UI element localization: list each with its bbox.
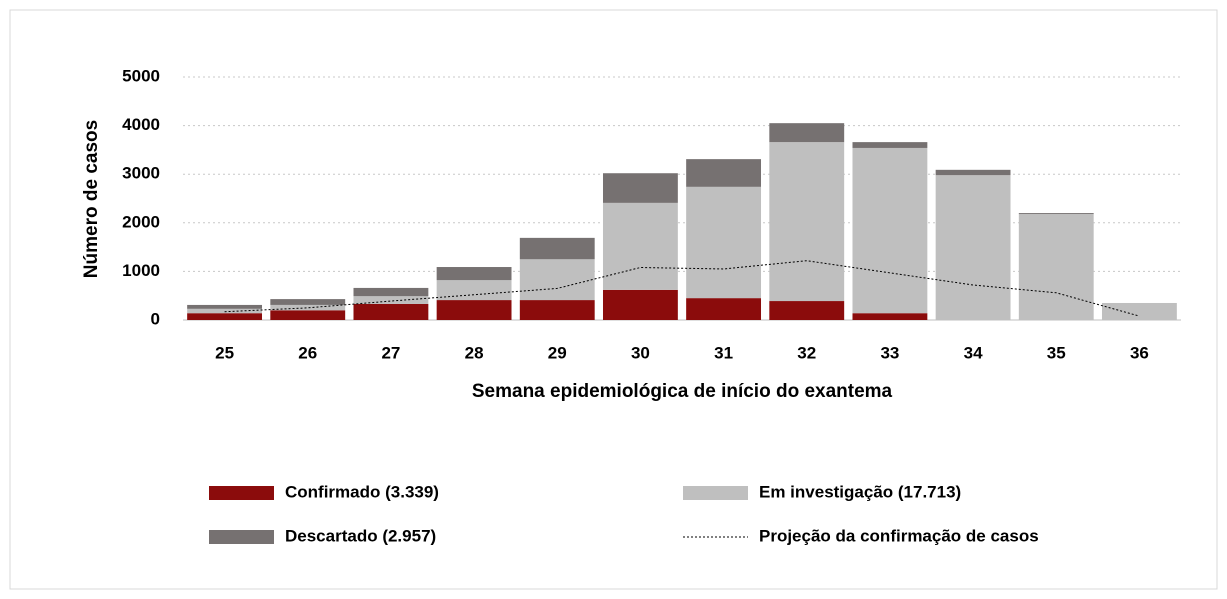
bar-segment xyxy=(852,313,928,320)
bar-segment xyxy=(769,301,845,320)
legend-label: Descartado (2.957) xyxy=(285,526,436,545)
bar-segment xyxy=(270,304,346,311)
projection-line xyxy=(224,260,1140,317)
bar-segment xyxy=(852,142,928,148)
bar-segment xyxy=(187,304,263,309)
x-tick-label: 32 xyxy=(797,343,816,362)
bar-segment xyxy=(852,147,928,314)
x-axis-title: Semana epidemiológica de início do exant… xyxy=(472,381,893,402)
y-tick-label: 5000 xyxy=(122,66,160,85)
bar-segment xyxy=(935,175,1011,320)
bar-segment xyxy=(519,237,595,260)
legend-swatch xyxy=(209,530,274,544)
x-tick-label: 25 xyxy=(215,343,234,362)
bar-segment xyxy=(1018,213,1094,215)
bar-segment xyxy=(436,280,512,301)
bar-segment xyxy=(187,313,263,320)
y-tick-label: 4000 xyxy=(122,115,160,134)
bar-segment xyxy=(519,300,595,320)
x-tick-label: 27 xyxy=(381,343,400,362)
y-tick-label: 2000 xyxy=(122,212,160,231)
bar-segment xyxy=(1018,214,1094,320)
legend-swatch xyxy=(683,486,748,500)
y-tick-label: 0 xyxy=(151,309,160,328)
bar-segment xyxy=(935,169,1011,176)
legend-label: Em investigação (17.713) xyxy=(759,482,961,501)
bar-segment xyxy=(769,123,845,143)
bar-segment xyxy=(602,173,678,203)
legend-label: Confirmado (3.339) xyxy=(285,482,439,501)
x-tick-label: 30 xyxy=(631,343,650,362)
bar-segment xyxy=(686,159,762,187)
legend-swatch xyxy=(209,486,274,500)
bar-segment xyxy=(353,287,429,297)
x-tick-label: 34 xyxy=(964,343,983,362)
y-tick-label: 1000 xyxy=(122,261,160,280)
bar-segment xyxy=(270,299,346,305)
x-tick-label: 31 xyxy=(714,343,733,362)
x-tick-label: 26 xyxy=(298,343,317,362)
bar-segment xyxy=(187,308,263,314)
bar-segment xyxy=(769,142,845,302)
bar-segment xyxy=(519,259,595,301)
bar-segment xyxy=(353,296,429,304)
y-axis-title: Número de casos xyxy=(81,120,102,278)
bar-segment xyxy=(686,186,762,299)
x-tick-label: 36 xyxy=(1130,343,1149,362)
bar-segment xyxy=(1101,302,1177,320)
x-tick-label: 29 xyxy=(548,343,567,362)
x-tick-label: 28 xyxy=(465,343,484,362)
bar-segment xyxy=(270,310,346,320)
y-tick-label: 3000 xyxy=(122,164,160,183)
bar-segment xyxy=(602,289,678,320)
bar-segment xyxy=(353,303,429,320)
legend-label: Projeção da confirmação de casos xyxy=(759,526,1039,545)
bar-segment xyxy=(602,202,678,290)
bar-segment xyxy=(686,298,762,320)
bar-segment xyxy=(436,267,512,281)
bar-segment xyxy=(436,300,512,320)
x-tick-label: 33 xyxy=(880,343,899,362)
x-tick-label: 35 xyxy=(1047,343,1066,362)
